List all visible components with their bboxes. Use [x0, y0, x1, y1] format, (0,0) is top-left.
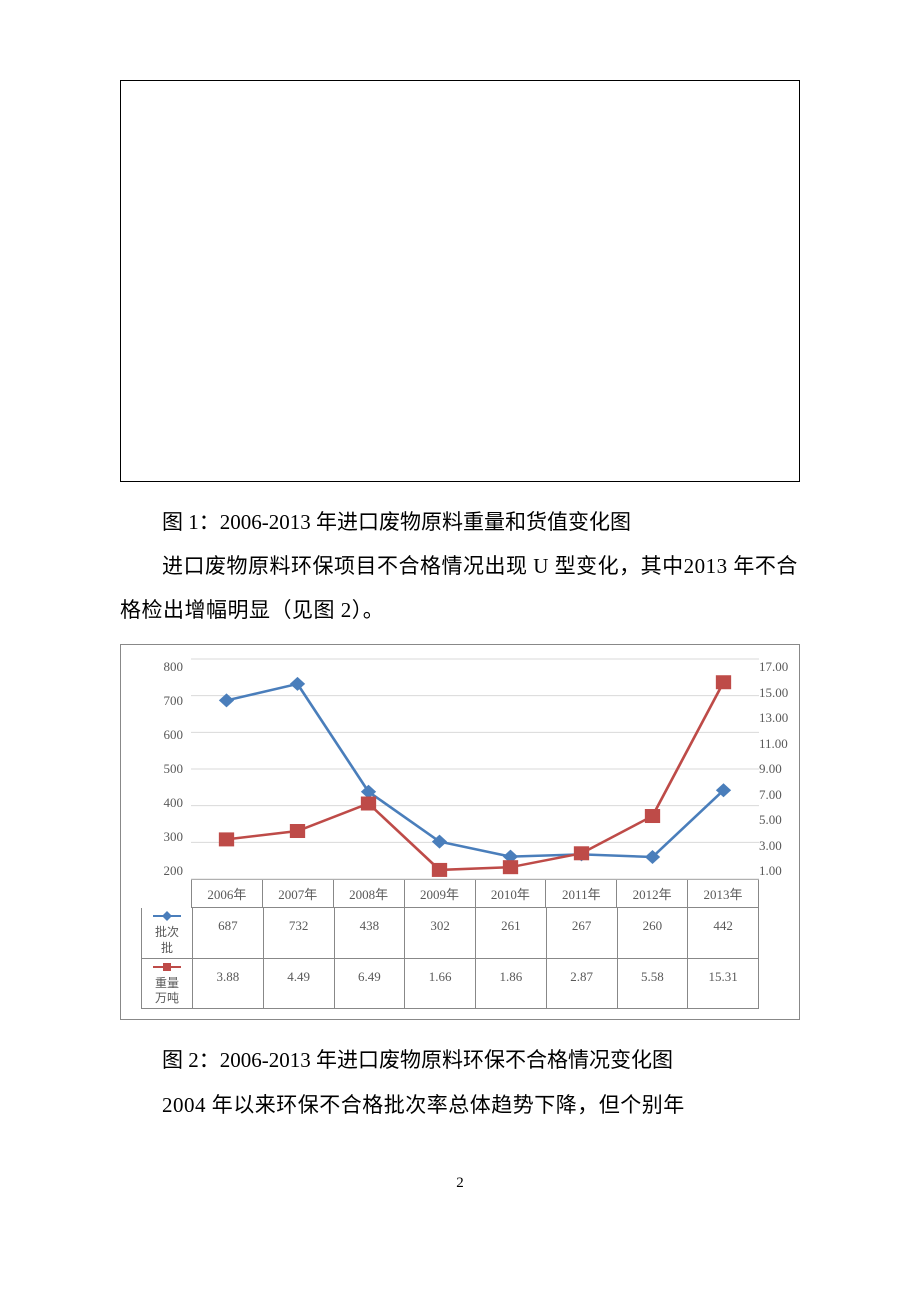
y-right-tick: 3.00 [759, 838, 793, 854]
y-right-tick: 11.00 [759, 736, 793, 752]
series1-cell: 687 [192, 908, 263, 959]
series1-cell: 438 [334, 908, 405, 959]
x-category: 2009年 [404, 880, 475, 908]
y-axis-left: 800 700 600 500 400 300 200 [153, 659, 183, 879]
chart-plot-area: 800700600500400300200 17.0015.0013.0011.… [141, 659, 763, 880]
y-left-tick: 200 [153, 863, 183, 879]
series1-cell: 732 [263, 908, 334, 959]
paragraph-1: 进口废物原料环保项目不合格情况出现 U 型变化，其中2013 年不合格检出增幅明… [120, 544, 800, 632]
series1-legend: 批次 批 [141, 908, 192, 959]
x-axis-categories: 2006年2007年2008年2009年2010年2011年2012年2013年 [191, 880, 759, 908]
series2-cell: 2.87 [546, 959, 617, 1010]
series2-legend-bottom: 万吨 [155, 992, 179, 1005]
series2-cell: 15.31 [687, 959, 759, 1010]
y-left-tick: 400 [153, 795, 183, 811]
series2-cell: 5.58 [617, 959, 688, 1010]
x-category: 2011年 [545, 880, 616, 908]
series2-values: 3.884.496.491.661.862.875.5815.31 [192, 959, 759, 1010]
y-right-tick: 17.00 [759, 659, 793, 675]
y-right-tick: 9.00 [759, 761, 793, 777]
series2-row: 重量 万吨 3.884.496.491.661.862.875.5815.31 [141, 959, 759, 1010]
series2-cell: 1.66 [404, 959, 475, 1010]
series2-cell: 1.86 [475, 959, 546, 1010]
series1-cell: 261 [475, 908, 546, 959]
series2-cell: 6.49 [334, 959, 405, 1010]
series2-cell: 4.49 [263, 959, 334, 1010]
y-left-tick: 800 [153, 659, 183, 675]
figure-2-chart: 800 700 600 500 400 300 200 17.00 15.00 13.00 11.… [120, 644, 800, 1020]
paragraph-2: 2004 年以来环保不合格批次率总体趋势下降，但个别年 [120, 1083, 800, 1127]
series1-row: 批次 批 687732438302261267260442 [141, 908, 759, 959]
y-right-tick: 1.00 [759, 863, 793, 879]
x-category: 2013年 [687, 880, 759, 908]
series2-legend: 重量 万吨 [141, 959, 192, 1010]
x-category: 2010年 [475, 880, 546, 908]
series1-cell: 302 [404, 908, 475, 959]
figure-1-placeholder [120, 80, 800, 482]
y-right-tick: 7.00 [759, 787, 793, 803]
y-axis-right: 17.00 15.00 13.00 11.00 9.00 7.00 5.00 3.00 1.00 [759, 659, 793, 879]
series1-legend-top: 批次 [155, 926, 179, 939]
series1-cell: 267 [546, 908, 617, 959]
square-marker-icon [153, 962, 181, 975]
x-category: 2012年 [616, 880, 687, 908]
document-page: 图 1：2006-2013 年进口废物原料重量和货值变化图 进口废物原料环保项目… [0, 0, 920, 1252]
figure-2-caption: 图 2：2006-2013 年进口废物原料环保不合格情况变化图 [120, 1038, 800, 1082]
chart-svg [191, 659, 759, 879]
y-left-tick: 700 [153, 693, 183, 709]
diamond-marker-icon [153, 911, 181, 924]
x-category: 2008年 [333, 880, 404, 908]
y-right-tick: 13.00 [759, 710, 793, 726]
series1-values: 687732438302261267260442 [192, 908, 759, 959]
y-right-tick: 5.00 [759, 812, 793, 828]
page-number: 2 [120, 1175, 800, 1192]
figure-1-caption: 图 1：2006-2013 年进口废物原料重量和货值变化图 [120, 500, 800, 544]
plot-region [191, 659, 759, 880]
y-left-tick: 300 [153, 829, 183, 845]
y-left-tick: 600 [153, 727, 183, 743]
x-category: 2006年 [191, 880, 262, 908]
series2-cell: 3.88 [192, 959, 263, 1010]
series1-cell: 260 [617, 908, 688, 959]
y-right-tick: 15.00 [759, 685, 793, 701]
series1-legend-bottom: 批 [161, 942, 173, 955]
series2-legend-top: 重量 [155, 977, 179, 990]
series1-cell: 442 [687, 908, 759, 959]
x-category: 2007年 [262, 880, 333, 908]
y-left-tick: 500 [153, 761, 183, 777]
